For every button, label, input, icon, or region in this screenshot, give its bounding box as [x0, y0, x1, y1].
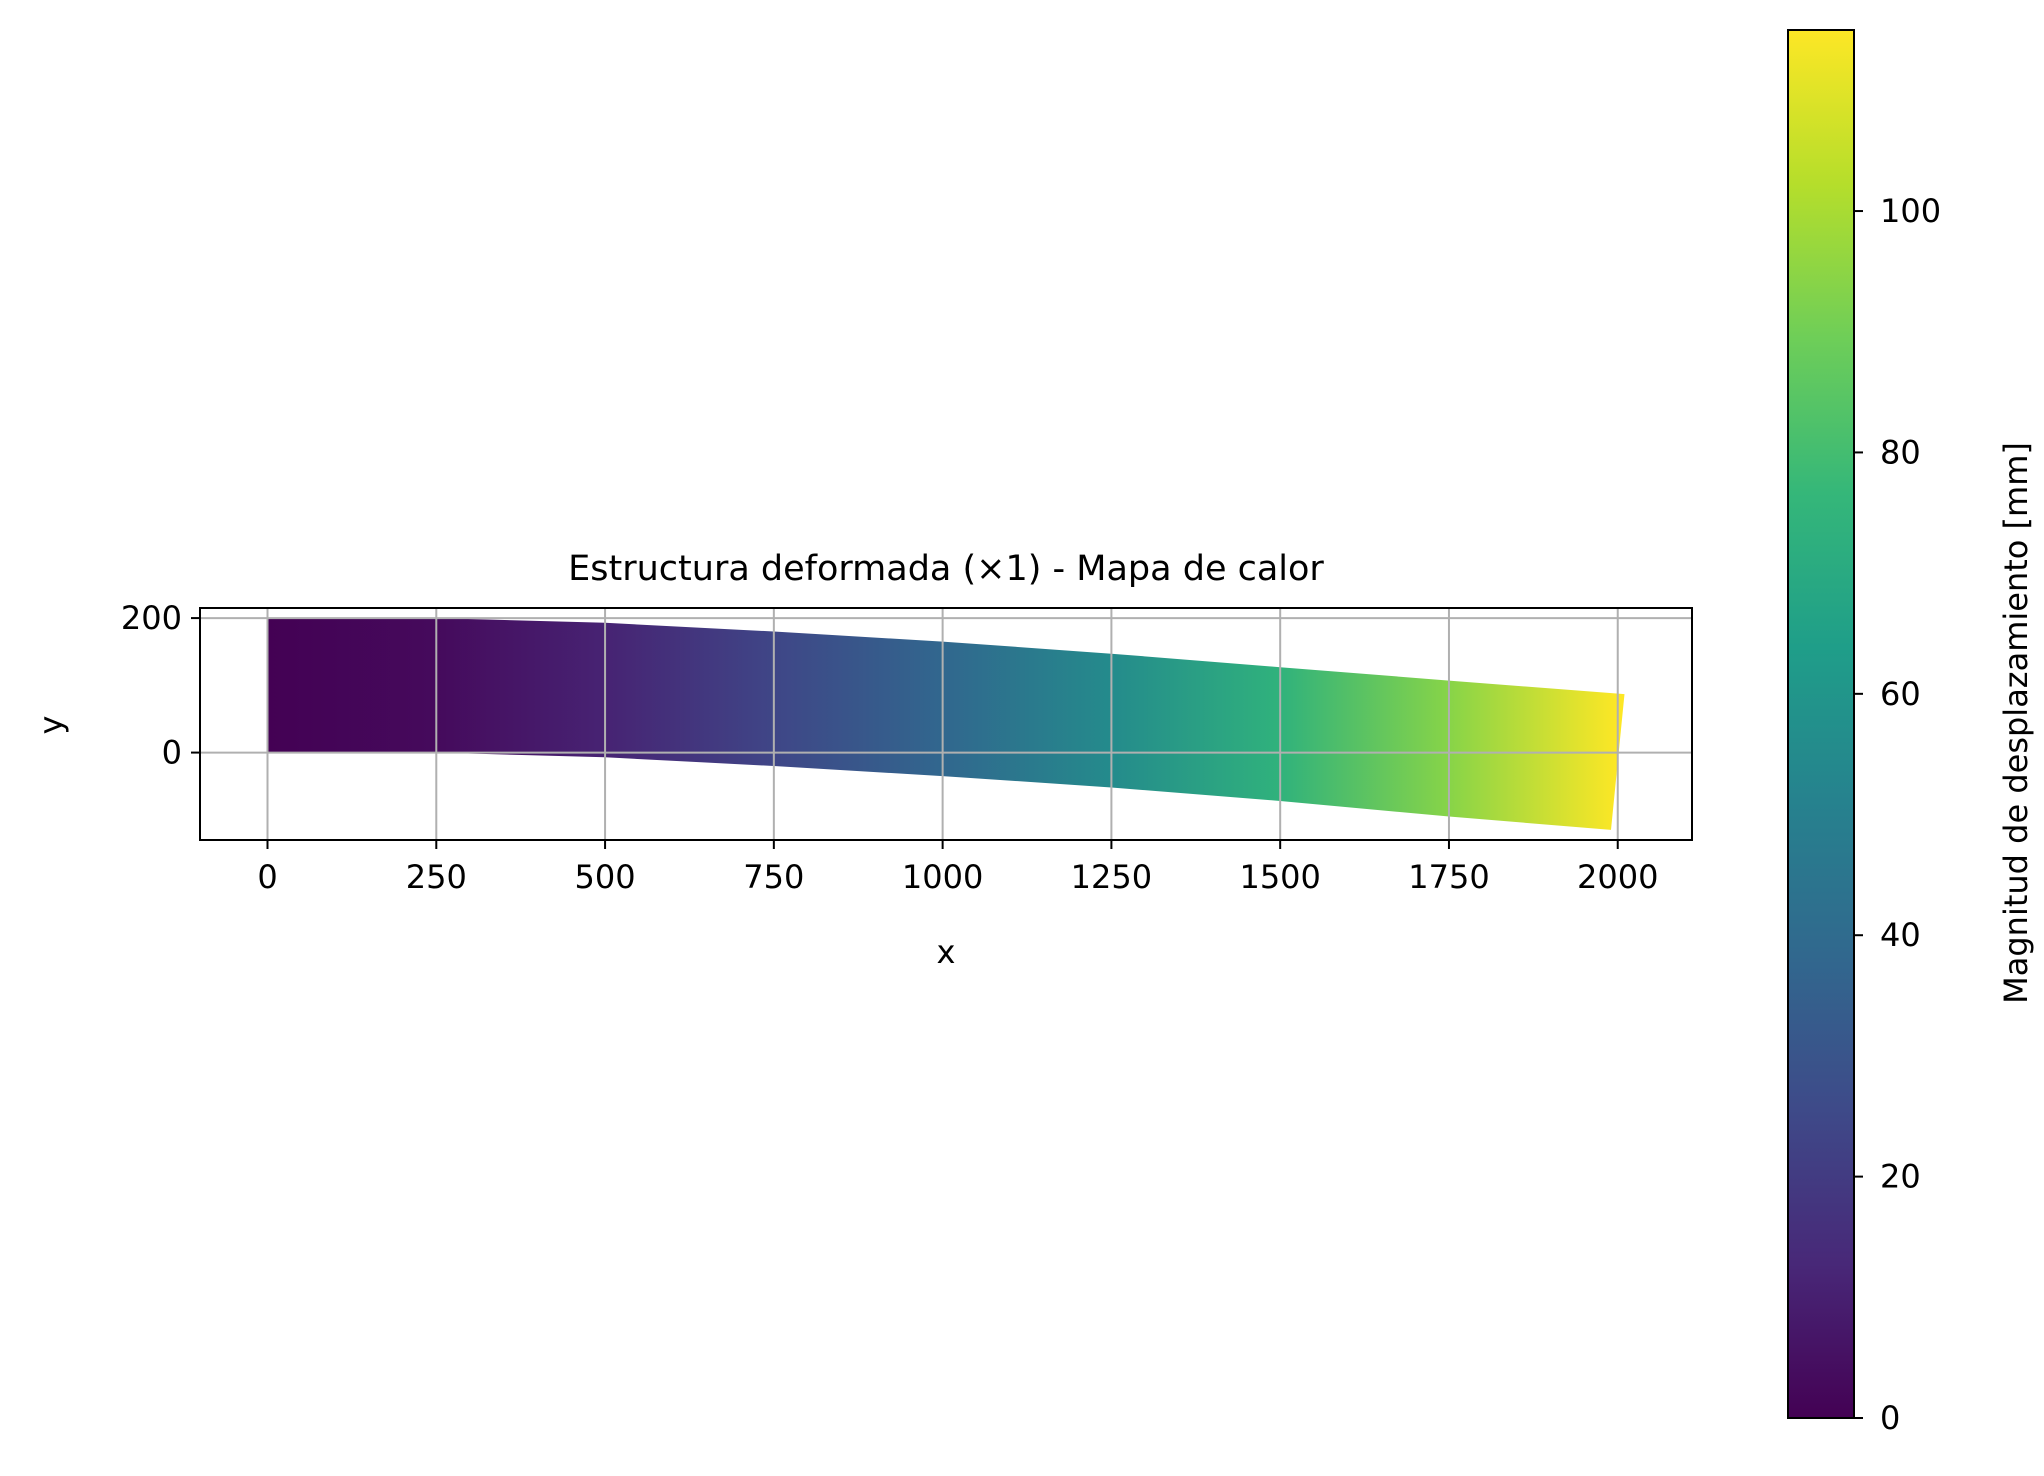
colorbar [1787, 29, 1855, 1419]
colorbar-tick-label: 100 [1880, 192, 1941, 230]
x-tick-label: 1250 [1071, 858, 1152, 896]
colorbar-tick-label: 0 [1880, 1399, 1900, 1437]
x-tick-label: 1500 [1239, 858, 1320, 896]
grid-lines [200, 608, 1692, 840]
axis-ticks: 0 250 500 750 1000 1250 1500 1750 2000 0 200 [121, 599, 1659, 896]
colorbar-tick-label: 80 [1880, 433, 1921, 471]
colorbar-label: Magnitud de desplazamiento [mm] [1997, 442, 2035, 1004]
deformed-beam-heatmap [267, 618, 1625, 830]
plot-area-frame [199, 607, 1693, 841]
colorbar-tick-label: 40 [1880, 916, 1921, 954]
y-axis-label: y [32, 716, 70, 735]
colorbar-ticks: 0 20 40 60 80 100 [1854, 192, 1941, 1437]
x-tick-label: 750 [743, 858, 804, 896]
x-axis-label: x [937, 933, 956, 971]
x-tick-label: 250 [406, 858, 467, 896]
y-tick-label: 0 [162, 734, 182, 772]
x-tick-label: 1750 [1408, 858, 1489, 896]
x-tick-label: 1000 [902, 858, 983, 896]
x-tick-label: 500 [575, 858, 636, 896]
y-tick-label: 200 [121, 599, 182, 637]
colorbar-tick-label: 60 [1880, 675, 1921, 713]
colorbar-tick-label: 20 [1880, 1158, 1921, 1196]
x-tick-label: 0 [257, 858, 277, 896]
x-tick-label: 2000 [1577, 858, 1658, 896]
chart-title: Estructura deformada (×1) - Mapa de calo… [568, 549, 1324, 589]
